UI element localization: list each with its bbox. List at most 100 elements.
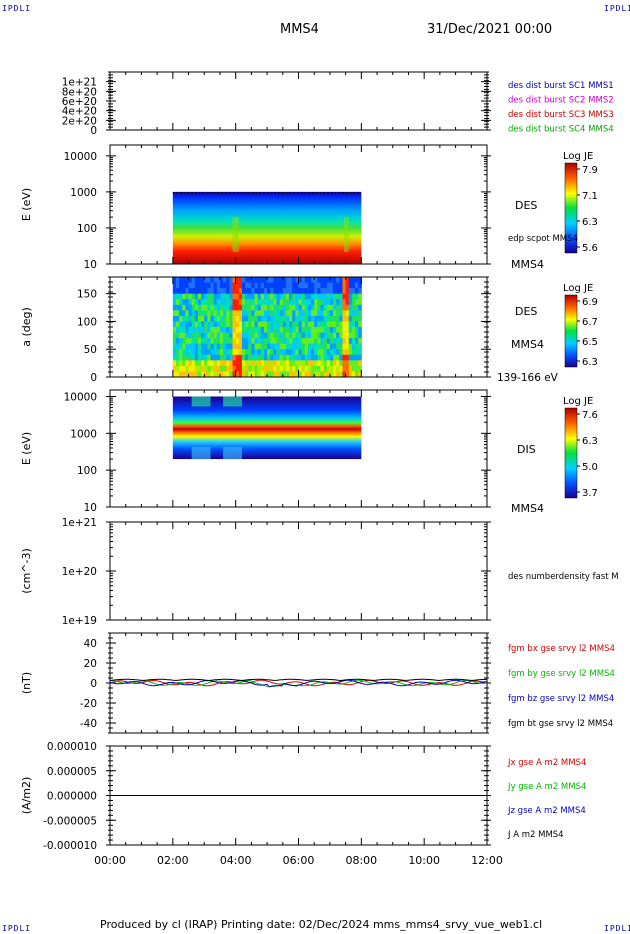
pitch-angle-cell <box>295 327 299 334</box>
pitch-angle-cell <box>273 304 278 311</box>
pitch-angle-cell <box>226 354 230 361</box>
pitch-angle-cell <box>219 349 224 356</box>
pitch-angle-cell <box>260 371 265 378</box>
pitch-angle-cell <box>304 304 309 311</box>
spectrogram-top-edge <box>210 191 212 194</box>
pitch-angle-cell <box>295 354 299 361</box>
pitch-angle-cell <box>292 332 296 339</box>
pitch-angle-cell <box>182 277 186 284</box>
pitch-angle-cell <box>201 293 205 300</box>
pitch-angle-cell <box>289 371 293 378</box>
panel-label: DES <box>515 305 537 318</box>
pitch-angle-cell <box>257 321 262 328</box>
pitch-angle-cell <box>292 354 296 361</box>
pitch-angle-cell <box>358 304 362 311</box>
pitch-angle-cell <box>238 310 243 317</box>
pitch-angle-cell <box>298 332 303 339</box>
pitch-angle-cell <box>248 321 252 328</box>
pitch-angle-cell <box>254 315 259 322</box>
y-tick-label: -0.000010 <box>43 840 97 852</box>
spectrogram-top-edge <box>327 191 329 194</box>
pitch-angle-cell <box>342 343 347 350</box>
pitch-angle-cell <box>320 338 325 345</box>
y-tick-label: 0 <box>90 678 97 690</box>
pitch-angle-cell <box>172 365 177 372</box>
pitch-angle-cell <box>292 365 296 372</box>
pitch-angle-cell <box>194 354 199 361</box>
pitch-angle-cell <box>289 293 293 300</box>
pitch-angle-cell <box>172 321 177 328</box>
pitch-angle-cell <box>172 288 177 295</box>
pitch-angle-cell <box>235 332 240 339</box>
pitch-angle-cell <box>260 321 265 328</box>
pitch-angle-cell <box>307 304 312 311</box>
spacecraft-title: MMS4 <box>280 22 319 37</box>
pitch-angle-cell <box>345 315 350 322</box>
pitch-angle-cell <box>351 327 356 334</box>
pitch-angle-cell <box>245 277 249 284</box>
pitch-angle-cell <box>342 315 347 322</box>
pitch-angle-cell <box>267 360 271 367</box>
pitch-angle-cell <box>355 349 359 356</box>
pitch-angle-cell <box>295 343 299 350</box>
pitch-angle-cell <box>197 327 202 334</box>
pitch-angle-cell <box>311 327 315 334</box>
pitch-angle-cell <box>270 277 274 284</box>
pitch-angle-cell <box>348 371 353 378</box>
pitch-angle-cell <box>235 315 240 322</box>
legend-entry: fgm bx gse srvy l2 MMS4 <box>508 644 615 654</box>
pitch-angle-cell <box>301 304 306 311</box>
pitch-angle-cell <box>339 293 343 300</box>
pitch-angle-cell <box>282 343 287 350</box>
pitch-angle-cell <box>188 293 193 300</box>
spectrogram-top-edge <box>187 191 189 194</box>
pitch-angle-cell <box>311 277 315 284</box>
pitch-angle-cell <box>238 332 243 339</box>
spectrogram-top-edge <box>285 191 287 194</box>
pitch-angle-cell <box>241 360 246 367</box>
pitch-angle-cell <box>298 299 303 306</box>
pitch-angle-cell <box>329 282 334 289</box>
pitch-angle-cell <box>326 315 331 322</box>
pitch-angle-cell <box>207 277 212 284</box>
pitch-angle-cell <box>191 321 196 328</box>
pitch-angle-cell <box>223 282 227 289</box>
pitch-angle-cell <box>342 338 347 345</box>
pitch-angle-cell <box>298 338 303 345</box>
pitch-angle-cell <box>289 277 293 284</box>
pitch-angle-cell <box>282 371 287 378</box>
pitch-angle-cell <box>355 288 359 295</box>
pitch-angle-cell <box>263 343 268 350</box>
pitch-angle-cell <box>191 288 196 295</box>
legend-entry: des dist burst SC1 MMS1 <box>508 81 614 91</box>
pitch-angle-cell <box>254 293 259 300</box>
pitch-angle-cell <box>348 310 353 317</box>
pitch-angle-cell <box>219 288 224 295</box>
pitch-angle-cell <box>216 321 221 328</box>
y-tick-label: 8e+20 <box>62 86 97 98</box>
pitch-angle-cell <box>267 327 271 334</box>
pitch-angle-cell <box>270 371 274 378</box>
pitch-angle-cell <box>336 277 340 284</box>
pitch-angle-cell <box>301 371 306 378</box>
pitch-angle-cell <box>285 371 290 378</box>
pitch-angle-cell <box>273 365 278 372</box>
pitch-angle-cell <box>226 282 230 289</box>
pitch-angle-cell <box>351 354 356 361</box>
pitch-angle-cell <box>345 327 350 334</box>
spectrogram-top-edge <box>312 191 314 194</box>
pitch-angle-cell <box>210 321 215 328</box>
pitch-angle-cell <box>279 332 284 339</box>
pitch-angle-cell <box>185 282 190 289</box>
pitch-angle-cell <box>333 293 337 300</box>
pitch-angle-cell <box>223 338 227 345</box>
pitch-angle-cell <box>285 310 290 317</box>
pitch-angle-cell <box>248 277 252 284</box>
pitch-angle-cell <box>270 365 274 372</box>
pitch-angle-cell <box>219 321 224 328</box>
pitch-angle-cell <box>216 349 221 356</box>
pitch-angle-cell <box>333 349 337 356</box>
pitch-angle-cell <box>204 371 208 378</box>
pitch-angle-cell <box>172 338 177 345</box>
pitch-angle-cell <box>223 293 227 300</box>
